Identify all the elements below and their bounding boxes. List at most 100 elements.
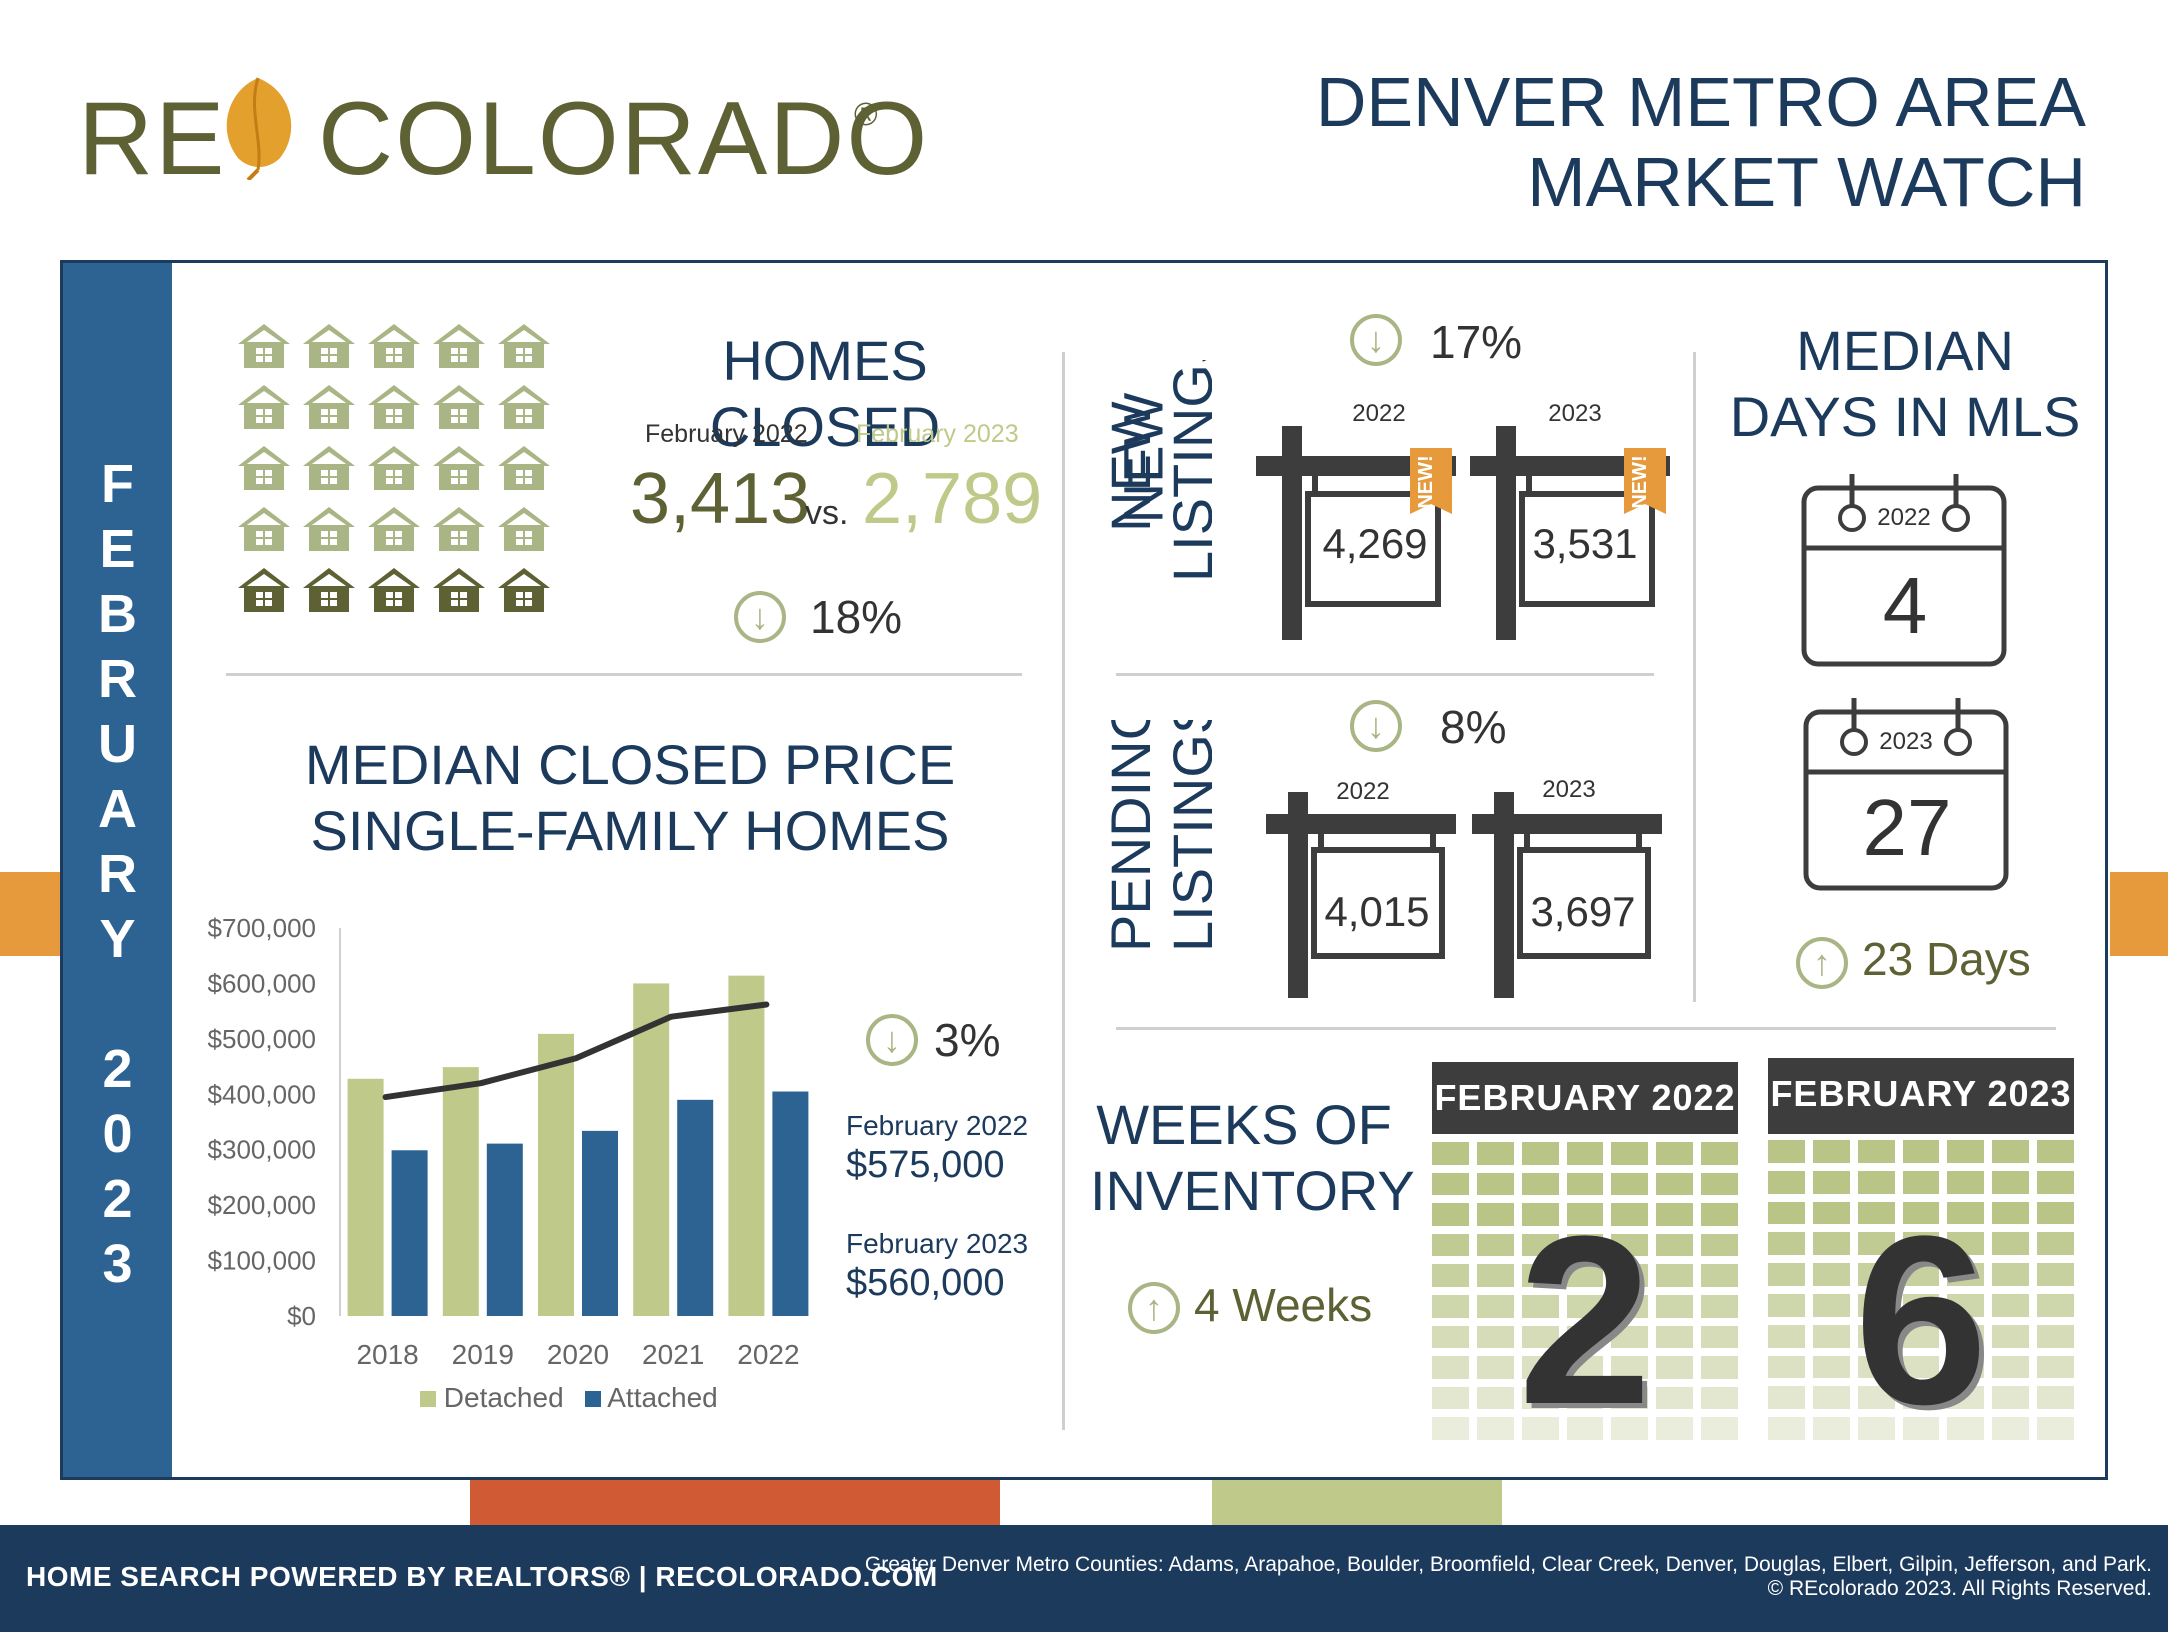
y-tick-label: $700,000: [208, 913, 316, 943]
woi-cell: [2037, 1201, 2074, 1225]
divider: [1116, 673, 1654, 676]
woi-cell: [1768, 1386, 1805, 1410]
bar-detached-2019: [442, 1067, 479, 1316]
svg-text:NEW!: NEW!: [1629, 455, 1651, 508]
woi-cell: [1902, 1324, 1940, 1348]
woi-cell: [1812, 1386, 1850, 1410]
new-listings-change: 17%: [1430, 316, 1523, 368]
woi-cell: [1521, 1417, 1559, 1440]
page-title-line1: DENVER METRO AREA: [1315, 63, 2086, 141]
woi-cell: [1656, 1264, 1694, 1287]
house-icon: [238, 568, 290, 612]
svg-text:LISTINGS: LISTINGS: [1161, 720, 1212, 952]
woi-cell: [1701, 1325, 1738, 1349]
x-tick-label: 2021: [642, 1339, 704, 1370]
new-listing-sign-2023: NEW!: [1470, 426, 1670, 640]
house-icon: [433, 568, 485, 612]
woi-cell: [1476, 1233, 1514, 1257]
woi-cell: [1656, 1325, 1694, 1349]
divider: [226, 673, 1022, 676]
woi-cell: [1902, 1232, 1940, 1256]
legend-swatch-detached: [420, 1391, 436, 1407]
woi-cell: [2037, 1386, 2074, 1410]
woi-cell: [1812, 1201, 1850, 1225]
woi-cell: [1992, 1293, 2030, 1317]
woi-cell: [1768, 1417, 1805, 1440]
month-sidebar: F E B R U A R Y 2 0 2 3: [63, 263, 172, 1477]
woi-cell: [1432, 1264, 1469, 1287]
new-listings-year-2022: 2022: [1352, 400, 1406, 427]
woi-cell: [1656, 1142, 1694, 1165]
legend-swatch-attached: [585, 1391, 601, 1407]
median-days-change: 23 Days: [1862, 933, 2031, 985]
arrow-up-circle-icon: ↑: [1796, 937, 1848, 989]
x-tick-label: 2020: [547, 1339, 609, 1370]
registered-mark: ®: [854, 96, 878, 132]
woi-cell: [1768, 1293, 1805, 1317]
arrow-down-circle-icon: ↓: [734, 591, 786, 643]
woi-cell: [1656, 1233, 1694, 1257]
woi-cell: [1476, 1203, 1514, 1226]
woi-cell: [1701, 1417, 1738, 1440]
sidebar-letter: Y: [99, 909, 136, 969]
woi-cell: [1768, 1355, 1805, 1379]
y-tick-label: $100,000: [208, 1246, 316, 1276]
trend-line: [382, 1001, 770, 1101]
woi-cell: [1521, 1295, 1559, 1318]
sidebar-letter: 3: [102, 1234, 133, 1294]
bar-attached-2018: [391, 1150, 428, 1316]
house-icon: [238, 324, 290, 368]
woi-cell: [1432, 1325, 1469, 1349]
woi-cell: [2037, 1263, 2074, 1286]
median-price-title-line2: SINGLE-FAMILY HOMES: [310, 799, 950, 862]
median-price-change: 3%: [934, 1014, 1001, 1066]
sidebar-letter: E: [99, 519, 136, 579]
arrow-down-circle-icon: ↓: [1350, 314, 1402, 366]
woi-cell: [1566, 1417, 1604, 1440]
woi-cell: [1521, 1264, 1559, 1287]
woi-cell: [1611, 1264, 1649, 1287]
woi-cell: [1812, 1355, 1850, 1379]
woi-cell: [1611, 1172, 1649, 1196]
house-icon: [303, 324, 355, 368]
woi-cell: [1857, 1324, 1895, 1348]
woi-cell: [1768, 1263, 1805, 1286]
weeks-inventory-change: 4 Weeks: [1194, 1279, 1373, 1331]
median-price-label-2023: February 2023: [846, 1228, 1029, 1259]
woi-cell: [1992, 1355, 2030, 1379]
bar-detached-2018: [347, 1078, 384, 1316]
woi-cell: [1432, 1417, 1469, 1440]
woi-cell: [1768, 1170, 1805, 1194]
house-icon: [238, 446, 290, 490]
woi-cell: [1521, 1203, 1559, 1226]
woi-cell: [1812, 1170, 1850, 1194]
sidebar-letter: A: [98, 779, 137, 839]
woi-value-2023: 6: [1854, 1186, 1988, 1454]
woi-cell: [1992, 1232, 2030, 1256]
median-price-chart: $0 $100,000 $200,000 $300,000 $400,000 $500,0…: [208, 913, 809, 1370]
house-icon: [303, 446, 355, 490]
woi-cell: [1701, 1233, 1738, 1257]
pending-listings-change: 8%: [1440, 701, 1507, 753]
woi-value-2022: 2: [1518, 1186, 1652, 1454]
median-days-title-line2: DAYS IN MLS: [1729, 385, 2081, 448]
divider: [1062, 352, 1065, 1430]
woi-cell: [1857, 1355, 1895, 1379]
woi-cell: [2037, 1417, 2074, 1440]
woi-cell: [1656, 1356, 1694, 1379]
house-icon: [433, 324, 485, 368]
woi-cell: [1902, 1417, 1940, 1440]
new-listings-year-2023: 2023: [1548, 400, 1602, 427]
legend-label-attached: Attached: [607, 1382, 718, 1413]
woi-cell: [1611, 1203, 1649, 1226]
y-tick-label: $300,000: [208, 1135, 316, 1165]
woi-cell: [1566, 1142, 1604, 1165]
homes-closed-label-2023: February 2023: [856, 420, 1019, 448]
median-days-year-2022: 2022: [1877, 504, 1931, 531]
woi-cell: [1947, 1386, 1985, 1410]
woi-header-2023: FEBRUARY 2023: [1768, 1058, 2074, 1134]
woi-cell: [1857, 1232, 1895, 1256]
sidebar-letter: F: [101, 454, 134, 514]
bar-attached-2021: [677, 1099, 714, 1316]
house-icon: [433, 507, 485, 551]
